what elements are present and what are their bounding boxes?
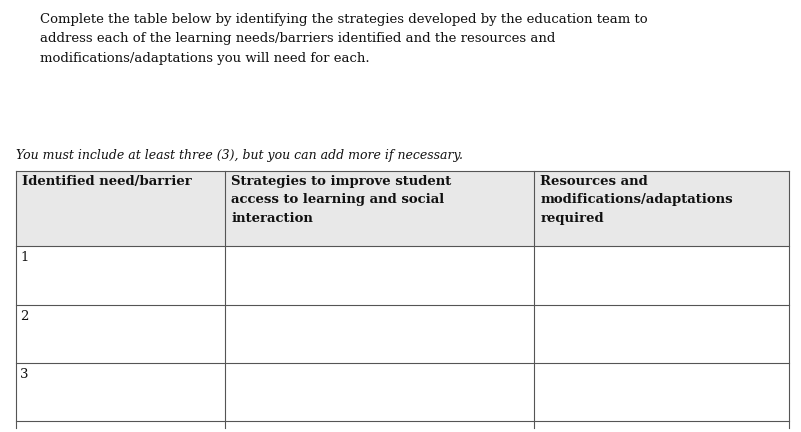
Bar bbox=[16, 363, 789, 421]
Text: Resources and
modifications/adaptations
required: Resources and modifications/adaptations … bbox=[541, 175, 733, 225]
Bar bbox=[16, 246, 789, 305]
Text: 3: 3 bbox=[20, 368, 29, 381]
Text: Strategies to improve student
access to learning and social
interaction: Strategies to improve student access to … bbox=[231, 175, 452, 225]
Text: Complete the table below by identifying the strategies developed by the educatio: Complete the table below by identifying … bbox=[40, 13, 648, 65]
Bar bbox=[16, 305, 789, 363]
Text: Identified need/barrier: Identified need/barrier bbox=[22, 175, 192, 188]
Text: 2: 2 bbox=[20, 310, 28, 323]
Bar bbox=[16, 171, 789, 246]
Text: You must include at least three (3), but you can add more if necessary.: You must include at least three (3), but… bbox=[16, 149, 463, 162]
Text: 1: 1 bbox=[20, 251, 28, 264]
